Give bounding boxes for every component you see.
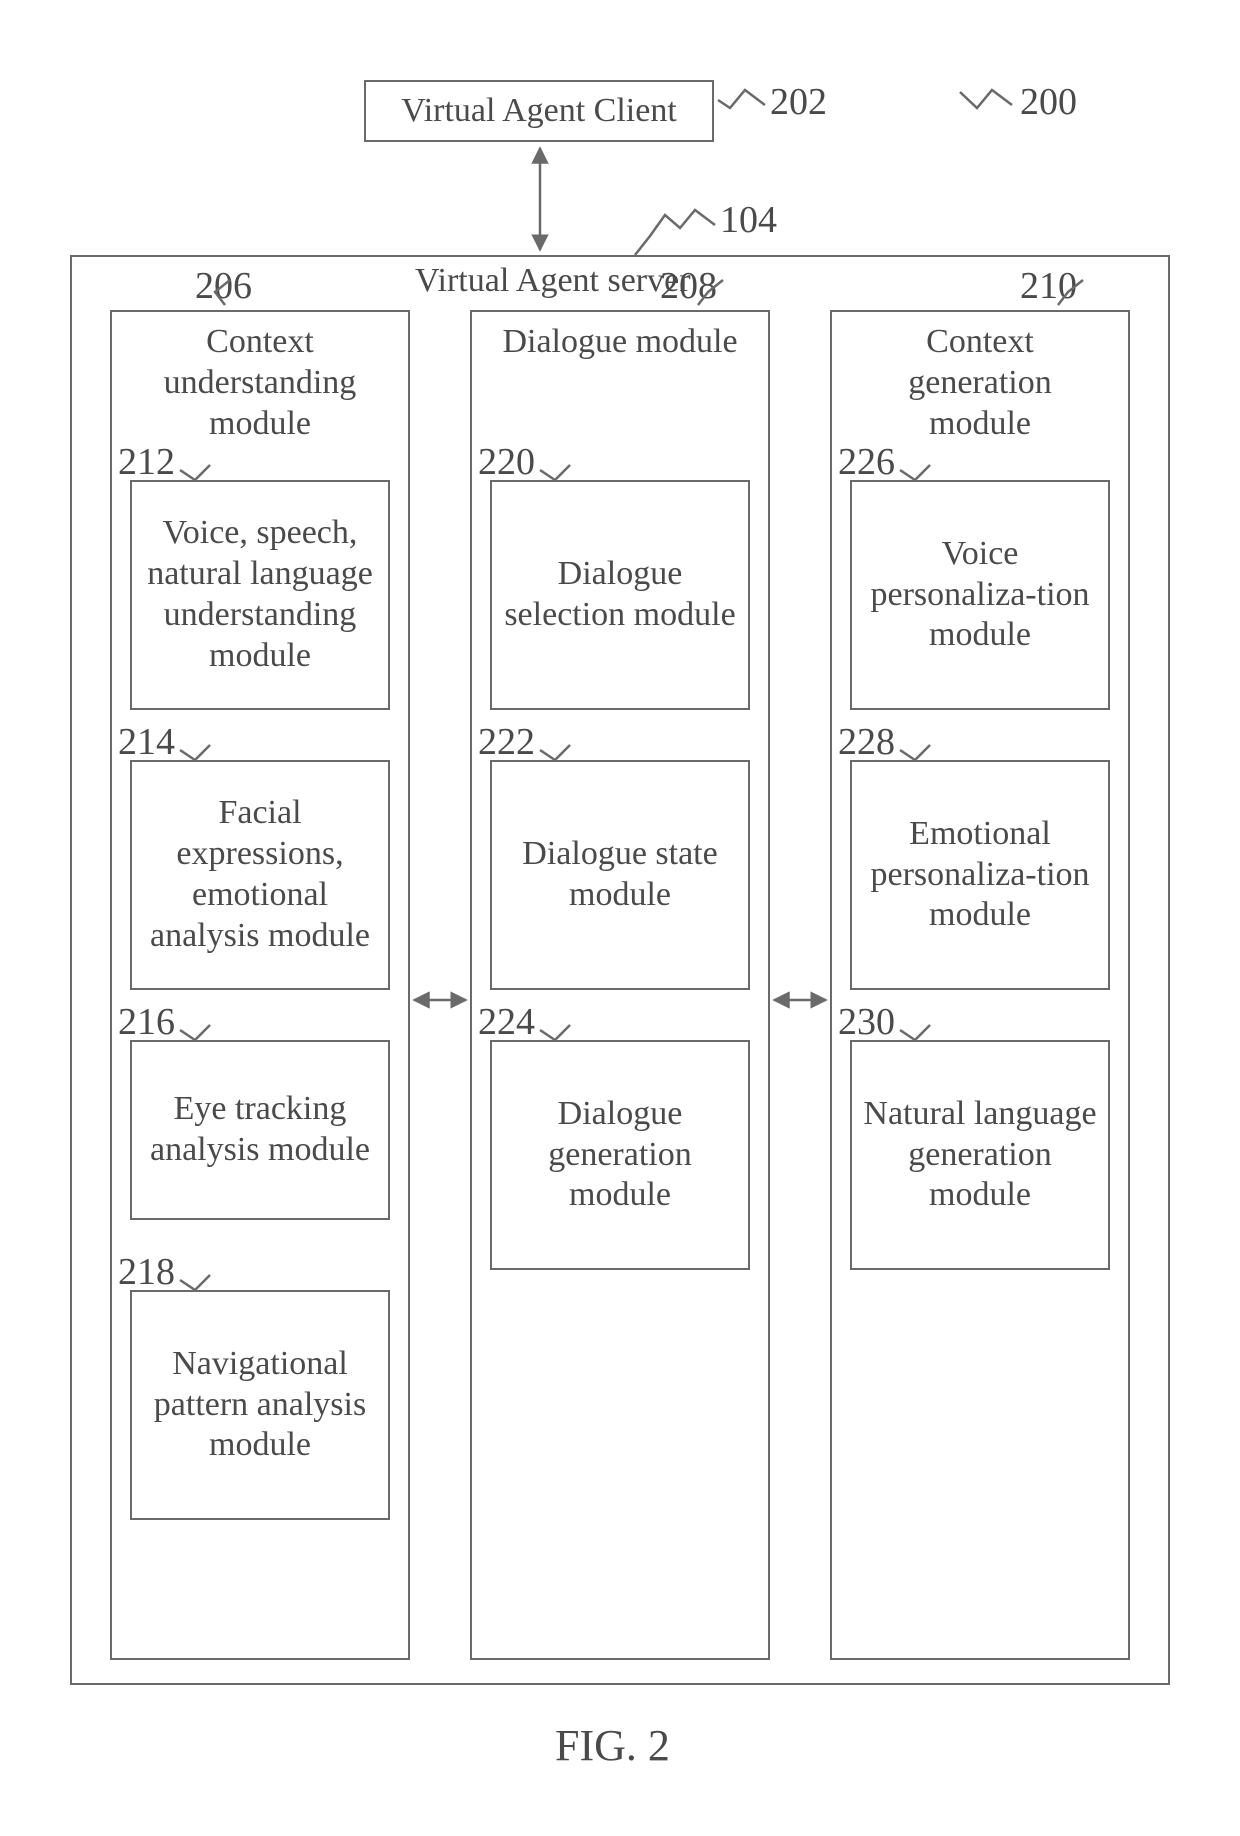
col2-title: Dialogue module [472,322,767,363]
facial-emotional-analysis-module: Facial expressions, emotional analysis m… [130,760,390,990]
ref-200: 200 [1020,80,1077,124]
b216-label: Eye tracking analysis module [136,1089,384,1171]
b224-label: Dialogue generation module [496,1094,744,1216]
b218-label: Navigational pattern analysis module [136,1344,384,1466]
ref-210: 210 [1020,264,1077,308]
client-label: Virtual Agent Client [401,92,677,130]
dialogue-selection-module: Dialogue selection module [490,480,750,710]
dialogue-generation-module: Dialogue generation module [490,1040,750,1270]
dialogue-state-module: Dialogue state module [490,760,750,990]
nlg-module: Natural language generation module [850,1040,1110,1270]
emotional-personalization-module: Emotional personaliza-tion module [850,760,1110,990]
b212-label: Voice, speech, natural language understa… [136,513,384,676]
ref-208: 208 [660,264,717,308]
col1-title: Context understanding module [112,322,408,444]
voice-personalization-module: Voice personaliza-tion module [850,480,1110,710]
figure-caption: FIG. 2 [555,1720,670,1771]
navigational-pattern-analysis-module: Navigational pattern analysis module [130,1290,390,1520]
ref-226: 226 [838,440,895,484]
voice-speech-nlu-module: Voice, speech, natural language understa… [130,480,390,710]
ref-228: 228 [838,720,895,764]
ref-216: 216 [118,1000,175,1044]
ref-230: 230 [838,1000,895,1044]
ref-224: 224 [478,1000,535,1044]
ref-206: 206 [195,264,252,308]
b228-label: Emotional personaliza-tion module [856,814,1104,936]
server-title: Virtual Agent server [415,262,691,300]
ref-214: 214 [118,720,175,764]
ref-212: 212 [118,440,175,484]
b222-label: Dialogue state module [496,834,744,916]
col3-title: Context generation module [832,322,1128,444]
eye-tracking-analysis-module: Eye tracking analysis module [130,1040,390,1220]
ref-202: 202 [770,80,827,124]
ref-220: 220 [478,440,535,484]
b230-label: Natural language generation module [856,1094,1104,1216]
b226-label: Voice personaliza-tion module [856,534,1104,656]
ref-222: 222 [478,720,535,764]
b220-label: Dialogue selection module [496,554,744,636]
ref-104: 104 [720,198,777,242]
ref-218: 218 [118,1250,175,1294]
client-box: Virtual Agent Client [364,80,714,142]
b214-label: Facial expressions, emotional analysis m… [136,793,384,956]
